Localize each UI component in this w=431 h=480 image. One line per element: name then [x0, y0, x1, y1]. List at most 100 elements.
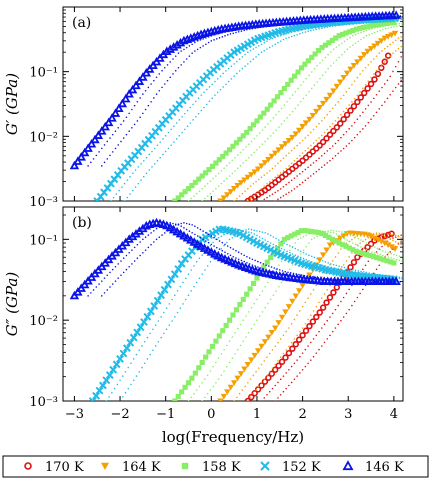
isotherm-dot — [268, 38, 271, 41]
isotherm-dot — [278, 285, 280, 288]
data-point — [275, 320, 282, 326]
isotherm-dot — [256, 230, 258, 232]
isotherm-dot — [360, 31, 362, 34]
isotherm-dot — [175, 122, 178, 124]
isotherm-dot — [122, 271, 125, 274]
isotherm-dot — [321, 259, 324, 262]
isotherm-dot — [188, 230, 191, 232]
isotherm-dot — [312, 162, 315, 164]
isotherm-dot — [367, 80, 370, 82]
isotherm-dot — [163, 66, 166, 69]
isotherm-dot — [232, 32, 235, 35]
data-point — [309, 112, 317, 119]
isotherm-dot — [111, 268, 114, 271]
isotherm-dot — [352, 242, 354, 244]
isotherm-dot — [394, 65, 397, 68]
isotherm-dot — [196, 227, 199, 229]
data-point — [323, 299, 330, 306]
data-point — [189, 237, 199, 246]
isotherm-dot — [172, 222, 174, 225]
data-point — [248, 357, 255, 364]
data-point — [258, 343, 265, 350]
isotherm-dot — [221, 249, 224, 252]
isotherm-dot — [327, 230, 329, 232]
isotherm-dot — [323, 117, 326, 119]
isotherm-dot — [331, 260, 334, 262]
data-point — [223, 255, 234, 265]
data-point — [391, 10, 401, 19]
isotherm-dot — [116, 383, 119, 386]
isotherm-dot — [260, 363, 263, 366]
data-point — [391, 276, 401, 286]
data-point — [83, 143, 93, 152]
isotherm-dot — [383, 101, 386, 103]
isotherm-dot — [289, 268, 291, 271]
isotherm-dot — [228, 361, 231, 364]
data-point — [109, 365, 118, 374]
legend-label: 170 K — [45, 460, 84, 475]
data-point — [146, 307, 155, 316]
data-point — [172, 398, 178, 401]
isotherm-dot — [230, 78, 233, 80]
isotherm-dot — [231, 357, 234, 359]
isotherm-dot — [351, 125, 353, 127]
isotherm-dot — [211, 97, 214, 99]
isotherm-dot — [352, 34, 354, 37]
isotherm-dot — [224, 251, 226, 253]
data-point — [295, 288, 303, 294]
data-point — [141, 68, 152, 77]
isotherm-dot — [246, 261, 248, 264]
isotherm-dot — [394, 39, 397, 42]
isotherm-dot — [243, 260, 245, 263]
data-point — [354, 59, 361, 66]
isotherm-dot — [288, 345, 290, 348]
ylabel-b: G″ (GPa) — [3, 272, 21, 337]
isotherm-dot — [362, 87, 364, 90]
isotherm-dot — [203, 91, 205, 94]
data-point — [350, 63, 358, 69]
isotherm-dot — [395, 254, 398, 257]
isotherm-dot — [239, 323, 242, 326]
isotherm-dot — [365, 34, 368, 37]
data-point — [333, 238, 339, 244]
isotherm-dot — [353, 121, 356, 124]
isotherm-dot — [226, 365, 228, 368]
isotherm-dot — [288, 165, 290, 167]
data-point — [272, 325, 279, 332]
isotherm-dot — [191, 43, 193, 46]
isotherm-dot — [384, 255, 387, 257]
isotherm-dot — [271, 349, 274, 351]
isotherm-dot — [299, 100, 302, 103]
isotherm-dot — [234, 332, 236, 334]
isotherm-dot — [109, 286, 111, 288]
isotherm-dot — [279, 188, 282, 190]
isotherm-dot — [274, 165, 276, 167]
isotherm-dot — [181, 115, 183, 118]
isotherm-dot — [316, 257, 318, 260]
isotherm-dot — [241, 192, 244, 195]
data-point — [170, 270, 179, 279]
isotherm-dot — [346, 38, 349, 41]
isotherm-dot — [337, 252, 339, 254]
isotherm-dot — [256, 319, 258, 321]
data-point — [316, 104, 323, 111]
data-point — [364, 243, 371, 251]
isotherm-dot — [247, 231, 250, 233]
isotherm-dot — [305, 234, 308, 236]
isotherm-dot — [282, 195, 285, 197]
x-tick-label: −2 — [110, 407, 129, 422]
isotherm-dot — [255, 56, 257, 58]
data-point — [216, 333, 222, 339]
isotherm-dot — [234, 170, 236, 172]
data-point — [306, 322, 313, 330]
isotherm-dot — [258, 294, 261, 297]
isotherm-dot — [338, 265, 340, 267]
data-point — [95, 386, 104, 395]
data-point — [272, 366, 279, 373]
isotherm-dot — [348, 288, 350, 291]
isotherm-dot — [226, 252, 229, 255]
isotherm-dot — [313, 256, 316, 259]
y-tick-label: 10⁻¹ — [29, 66, 58, 81]
isotherm-dot — [301, 170, 304, 173]
isotherm-dot — [105, 400, 108, 401]
